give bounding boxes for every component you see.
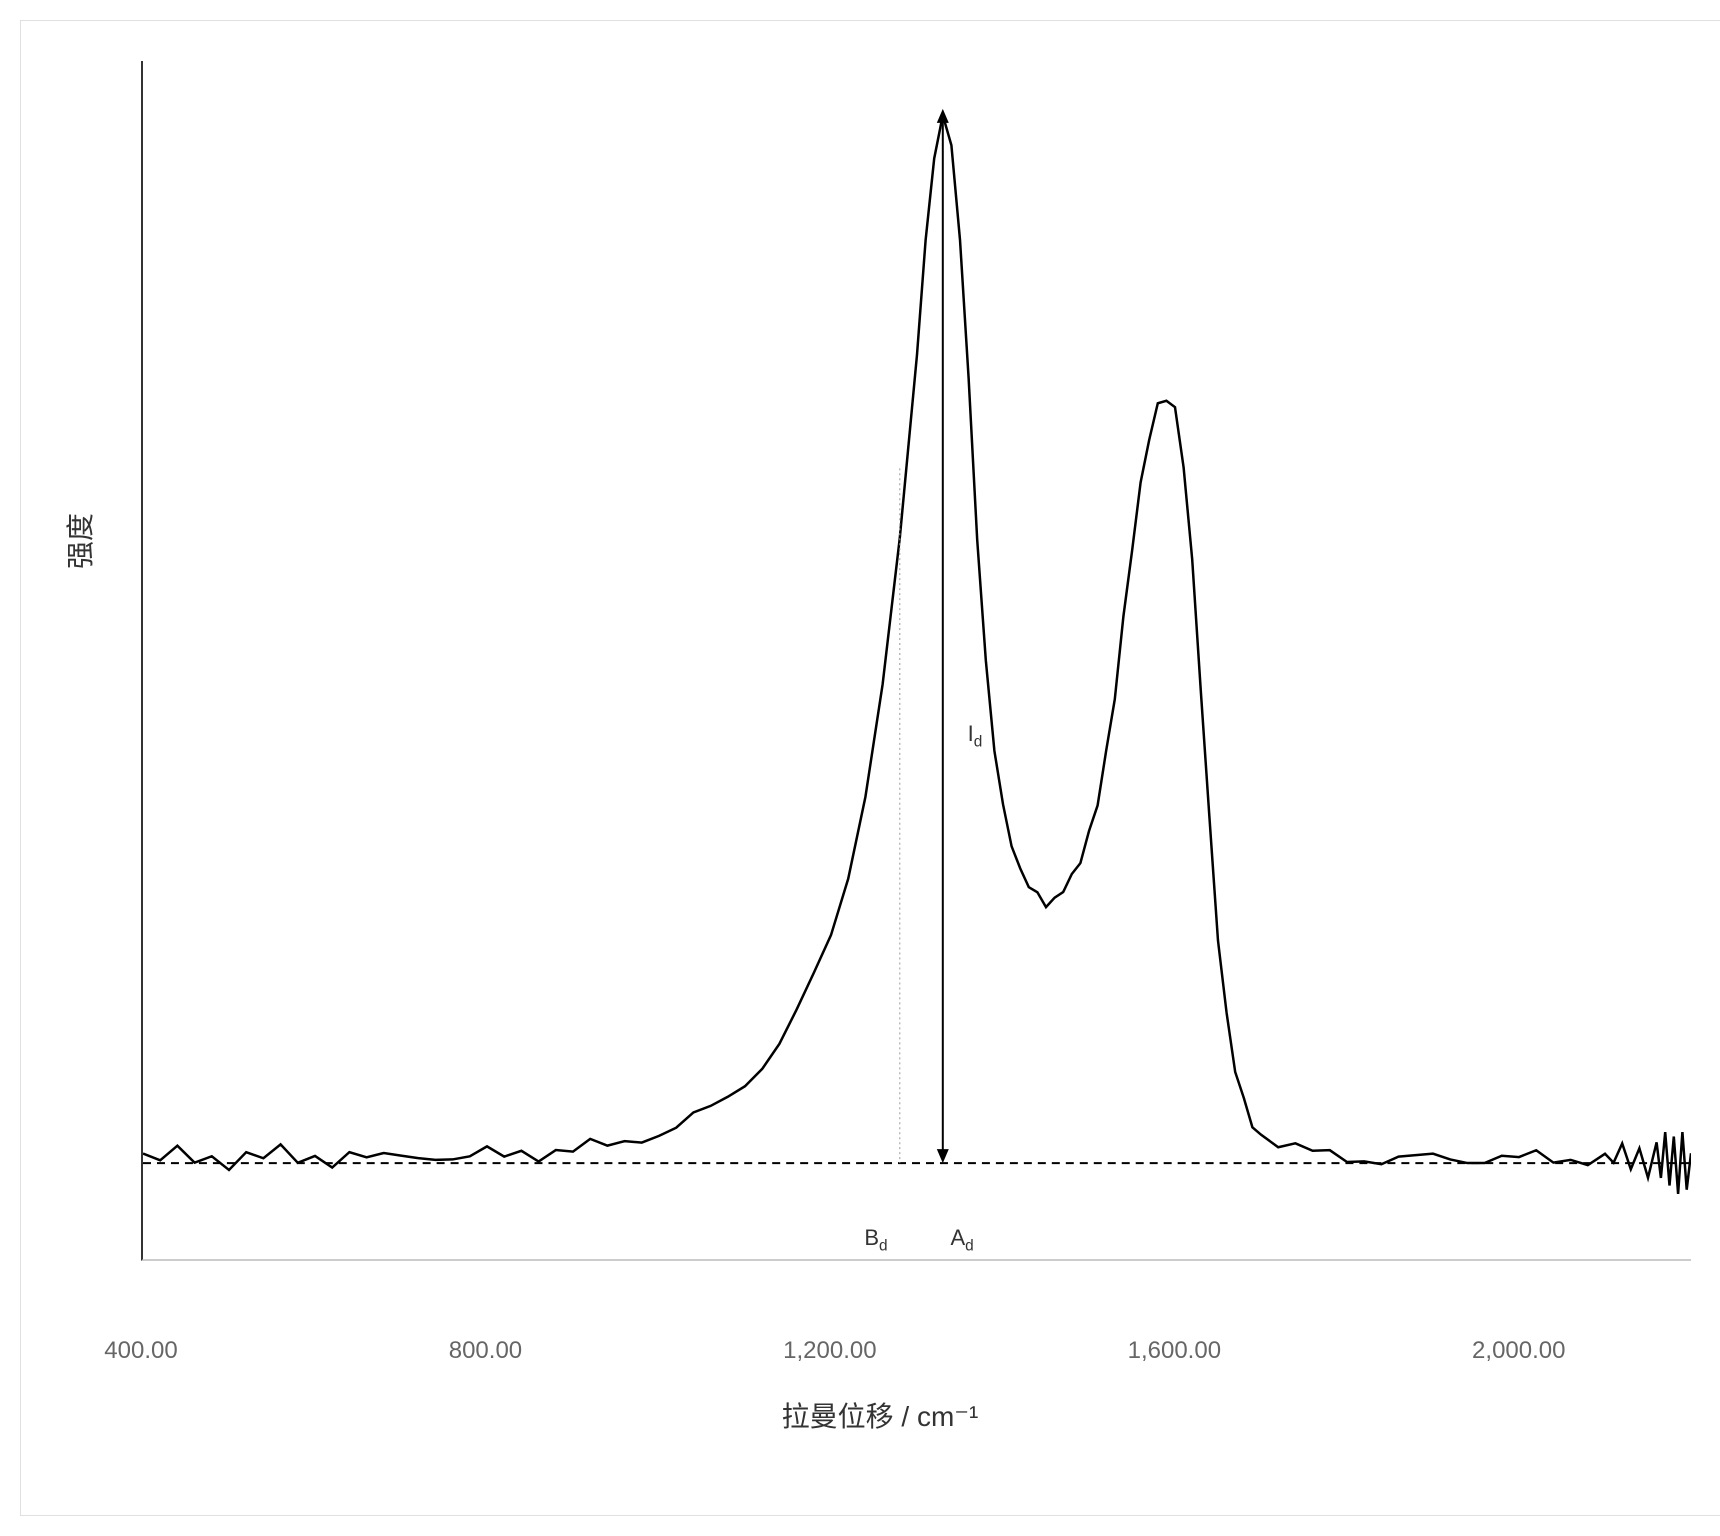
annotation-Ad: Ad (950, 1225, 973, 1255)
x-tick-label: 2,000.00 (1472, 1337, 1565, 1365)
spectrum-svg (143, 61, 1691, 1259)
x-tick-label: 1,600.00 (1128, 1337, 1221, 1365)
arrow-head-top (937, 109, 949, 123)
x-tick-label: 400.00 (104, 1337, 177, 1365)
annotation-Bd: Bd (864, 1225, 887, 1255)
x-tick-label: 800.00 (449, 1337, 522, 1365)
plot-area (141, 61, 1691, 1261)
raman-spectrum-chart: 强度 400.00800.001,200.001,600.002,000.00 … (20, 20, 1720, 1516)
y-axis-label: 强度 (59, 513, 99, 569)
arrow-head-bottom (937, 1149, 949, 1163)
x-axis-label: 拉曼位移 / cm⁻¹ (21, 1395, 1720, 1435)
annotation-Id: Id (968, 721, 983, 751)
x-tick-label: 1,200.00 (783, 1337, 876, 1365)
spectrum-line (143, 115, 1691, 1194)
